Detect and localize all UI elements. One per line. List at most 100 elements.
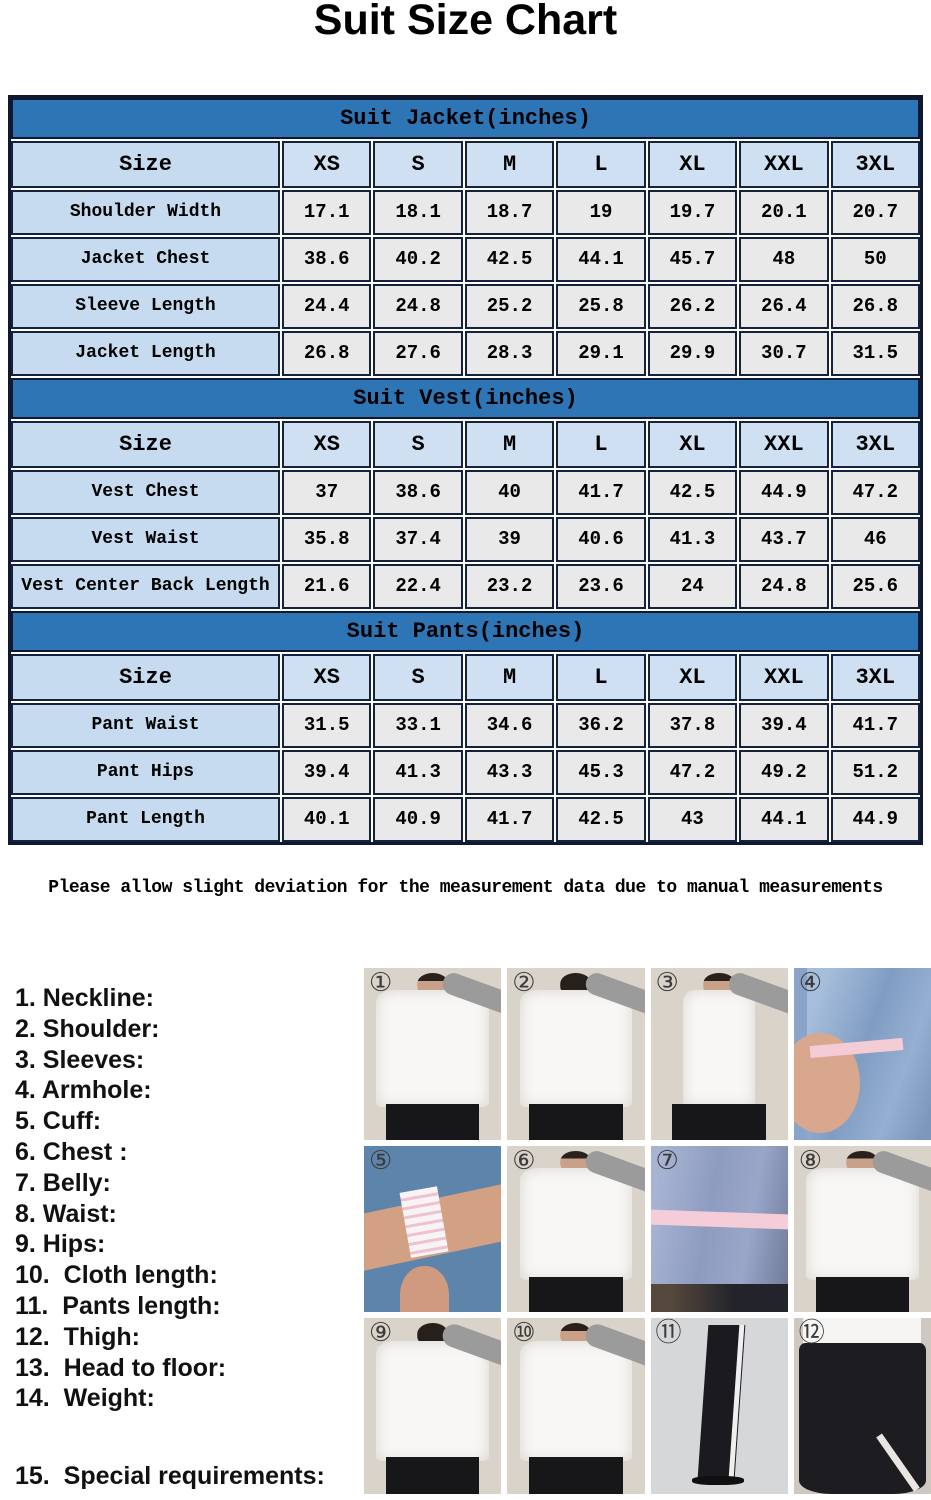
measure-list-item: 1. Neckline: — [15, 984, 154, 1012]
photo-number-badge: ③ — [655, 968, 679, 998]
size-column-header: L — [556, 141, 646, 188]
size-value-cell: 44.9 — [739, 470, 829, 515]
size-column-header: S — [373, 141, 463, 188]
photo-cuff: ⑤ — [364, 1146, 502, 1312]
measure-list-item: 14. Weight: — [15, 1384, 155, 1413]
measurement-field-list: 1. Neckline: 2. Shoulder: 3. Sleeves: 4. Ar… — [15, 983, 360, 1492]
size-value-cell: 17.1 — [282, 190, 372, 235]
size-column-header: XL — [647, 421, 738, 468]
row-label: Pant Waist — [11, 703, 280, 748]
row-label: Vest Chest — [11, 470, 280, 515]
size-column-header: XL — [647, 141, 738, 188]
size-value-cell: 25.2 — [464, 284, 555, 329]
size-value-cell: 37.8 — [647, 703, 738, 748]
photo-shape — [683, 990, 755, 1108]
photo-shape — [385, 1103, 480, 1140]
measurement-note: Please allow slight deviation for the me… — [48, 878, 883, 898]
size-value-cell: 42.5 — [556, 797, 646, 842]
size-value-cell: 40.6 — [556, 517, 646, 562]
photo-number-badge: ⑧ — [798, 1146, 823, 1176]
size-value-cell: 20.7 — [830, 190, 920, 235]
size-value-cell: 50 — [830, 237, 920, 282]
size-column-header: 3XL — [830, 141, 920, 188]
page-title: Suit Size Chart — [313, 0, 618, 44]
size-column-header: L — [556, 421, 646, 468]
size-value-cell: 26.2 — [647, 284, 738, 329]
photo-shape — [376, 990, 489, 1108]
photo-shape — [806, 1167, 919, 1281]
size-value-cell: 26.8 — [830, 284, 920, 329]
size-value-cell: 45.3 — [556, 750, 646, 795]
size-value-cell: 31.5 — [830, 331, 920, 376]
size-value-cell: 46 — [830, 517, 920, 562]
size-value-cell: 21.6 — [282, 564, 372, 609]
size-value-cell: 36.2 — [556, 703, 646, 748]
photo-sleeves: ③ — [650, 968, 788, 1140]
photo-shape — [416, 1323, 449, 1347]
measure-list-item: 4. Armhole: — [15, 1076, 152, 1105]
photo-shape — [416, 973, 449, 996]
photo-number-badge: ⑥ — [512, 1146, 536, 1176]
size-column-header: S — [373, 654, 463, 701]
size-value-cell: 30.7 — [739, 331, 829, 376]
size-value-cell: 40.1 — [282, 797, 372, 842]
size-value-cell: 18.7 — [464, 190, 555, 235]
photo-shoulder: ② — [507, 968, 645, 1140]
row-label: Jacket Chest — [11, 237, 280, 282]
size-column-header: M — [464, 654, 555, 701]
size-value-cell: 37 — [282, 470, 372, 515]
photo-number-badge: ④ — [798, 968, 823, 998]
row-label: Sleeve Length — [11, 284, 280, 329]
size-value-cell: 43 — [647, 797, 738, 842]
measure-list-item: 6. Chest : — [15, 1137, 128, 1166]
row-label: Shoulder Width — [11, 190, 280, 235]
photo-number-badge: ② — [512, 968, 536, 998]
size-value-cell: 47.2 — [830, 470, 920, 515]
size-value-cell: 44.9 — [830, 797, 920, 842]
measure-list-item: 12. Thigh: — [15, 1322, 140, 1351]
row-label: Pant Hips — [11, 750, 280, 795]
size-column-header: XS — [282, 141, 372, 188]
size-value-cell: 19.7 — [647, 190, 738, 235]
section-header: Suit Jacket(inches) — [11, 98, 920, 139]
photo-shape — [560, 973, 592, 996]
photo-shape — [703, 973, 735, 996]
photo-shape — [560, 1323, 592, 1347]
photo-number-badge: ⑦ — [655, 1146, 679, 1176]
size-value-cell: 25.6 — [830, 564, 920, 609]
measure-list-item: 3. Sleeves: — [15, 1045, 145, 1074]
size-value-cell: 44.1 — [739, 797, 829, 842]
size-value-cell: 43.3 — [464, 750, 555, 795]
photo-shape — [529, 1277, 623, 1312]
size-chart-table: Suit Jacket(inches) Size XS S M L XL XXL 3XL Shou… — [8, 95, 923, 845]
size-column-header: XL — [647, 654, 738, 701]
size-value-cell: 18.1 — [373, 190, 463, 235]
size-row-label: Size — [11, 654, 280, 701]
photo-shape — [529, 1457, 623, 1494]
size-value-cell: 42.5 — [647, 470, 738, 515]
photo-shape — [519, 990, 633, 1108]
photo-shape — [519, 1340, 633, 1461]
size-value-cell: 26.8 — [282, 331, 372, 376]
size-value-cell: 20.1 — [739, 190, 829, 235]
measure-list-item: 7. Belly: — [15, 1168, 111, 1197]
size-value-cell: 23.2 — [464, 564, 555, 609]
photo-waist: ⑧ — [793, 1146, 931, 1312]
photo-cloth-length: ⑩ — [507, 1318, 645, 1494]
size-column-header: 3XL — [830, 654, 920, 701]
size-value-cell: 40.9 — [373, 797, 463, 842]
size-value-cell: 31.5 — [282, 703, 372, 748]
size-value-cell: 29.1 — [556, 331, 646, 376]
size-value-cell: 28.3 — [464, 331, 555, 376]
row-label: Vest Center Back Length — [11, 564, 280, 609]
photo-shape — [385, 1457, 480, 1494]
size-value-cell: 33.1 — [373, 703, 463, 748]
size-value-cell: 38.6 — [373, 470, 463, 515]
photo-number-badge: ⑫ — [798, 1318, 825, 1348]
photo-hips: ⑨ — [364, 1318, 502, 1494]
row-label: Jacket Length — [11, 331, 280, 376]
size-value-cell: 44.1 — [556, 237, 646, 282]
size-value-cell: 41.3 — [647, 517, 738, 562]
size-value-cell: 42.5 — [464, 237, 555, 282]
size-column-header: 3XL — [830, 421, 920, 468]
